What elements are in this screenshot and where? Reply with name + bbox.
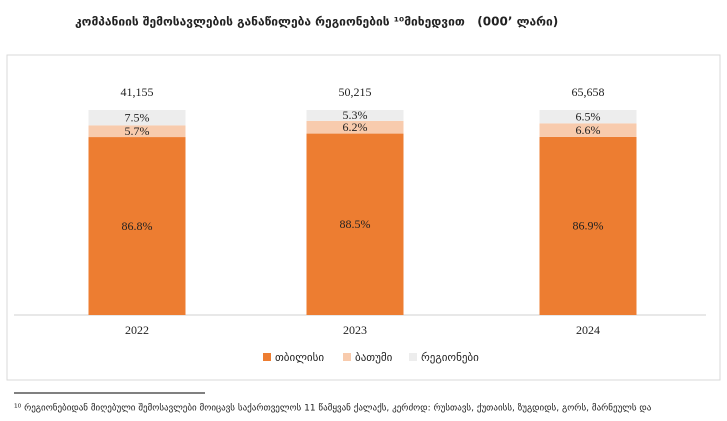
bar-segment — [306, 110, 404, 121]
legend-label: რეგიონები — [421, 351, 479, 364]
total-label: 50,215 — [339, 85, 372, 99]
x-tick-label: 2024 — [576, 323, 600, 337]
legend-swatch — [343, 353, 351, 361]
bar-segment — [88, 137, 186, 315]
total-label: 65,658 — [572, 85, 605, 99]
x-tick-label: 2022 — [125, 323, 149, 337]
data-label: 5.3% — [343, 108, 368, 122]
data-label: 5.7% — [125, 124, 150, 138]
data-label: 6.6% — [576, 123, 601, 137]
bar-segment — [306, 120, 404, 134]
chart-title: კომპანიის შემოსავლების განაწილება რეგიონ… — [75, 15, 558, 29]
data-label: 6.5% — [576, 109, 601, 123]
data-label: 86.9% — [573, 219, 604, 233]
bar-segment — [539, 136, 637, 315]
footnote: ¹⁰ რეგიონებიდან მიღებული შემოსავლები მოი… — [14, 403, 652, 414]
bar-segment — [539, 123, 637, 137]
legend-label: ბათუმი — [355, 351, 393, 364]
legend-label: თბილისი — [275, 351, 324, 364]
legend-swatch — [263, 353, 271, 361]
data-label: 86.8% — [122, 219, 153, 233]
bar-segment — [306, 133, 404, 315]
data-label: 88.5% — [340, 217, 371, 231]
total-label: 41,155 — [121, 85, 154, 99]
data-label: 7.5% — [125, 110, 150, 124]
legend-swatch — [409, 353, 417, 361]
bar-segment — [88, 125, 186, 138]
chart-frame — [6, 54, 721, 381]
bar-segment — [88, 110, 186, 126]
data-label: 6.2% — [343, 120, 368, 134]
bar-segment — [539, 110, 637, 124]
x-tick-label: 2023 — [343, 323, 367, 337]
